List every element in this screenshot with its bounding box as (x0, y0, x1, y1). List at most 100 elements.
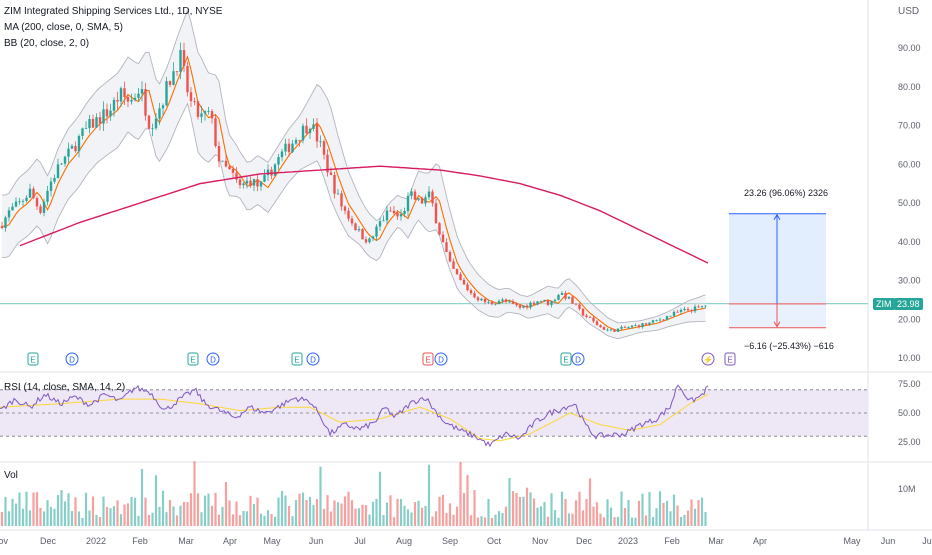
volume-bar (231, 514, 235, 526)
candle-body (469, 290, 473, 294)
volume-bar (700, 497, 704, 526)
candle-body (508, 301, 511, 303)
volume-bar (697, 500, 700, 526)
time-tick-label: Jun (881, 536, 896, 546)
volume-bar (308, 496, 312, 526)
price-tick-label: 50.00 (898, 198, 921, 208)
volume-bar (490, 517, 494, 526)
candle-body (102, 109, 105, 124)
event-marker-label: D (310, 356, 316, 365)
volume-bar (455, 506, 459, 526)
event-marker-dividend[interactable]: D (434, 352, 448, 366)
candle-body (571, 296, 574, 304)
event-marker-earnings[interactable]: E (27, 352, 39, 366)
volume-bar (536, 507, 539, 526)
event-marker-dividend[interactable]: D (306, 352, 320, 366)
event-marker-split[interactable]: ⚡ (701, 352, 715, 366)
event-marker-earnings[interactable]: E (560, 352, 572, 366)
volume-bar (634, 517, 637, 526)
time-tick-label: May (263, 536, 281, 546)
event-marker-earnings-miss[interactable]: E (422, 352, 434, 366)
candle-body (683, 308, 686, 310)
candle-body (182, 50, 186, 67)
candle-body (28, 188, 32, 198)
volume-bar (42, 511, 46, 526)
volume-bar (151, 512, 154, 526)
event-marker-shape (306, 352, 320, 366)
event-marker-dividend[interactable]: D (65, 352, 79, 366)
candle-body (56, 164, 60, 178)
volume-bar (557, 517, 560, 526)
volume-bar (571, 513, 574, 526)
volume-tick-label: 10M (898, 484, 916, 494)
volume-bar (63, 501, 67, 526)
candle-body (690, 310, 693, 312)
time-tick-label: Sep (442, 536, 458, 546)
candle-body (648, 322, 651, 325)
volume-bar (350, 500, 354, 526)
volume-bar (476, 517, 480, 526)
measure-tool[interactable] (729, 213, 826, 329)
candle-body (340, 193, 343, 207)
volume-bar (515, 492, 518, 526)
volume-bar (578, 491, 581, 526)
volume-bar (375, 498, 378, 526)
candle-body (413, 191, 417, 200)
volume-bar (518, 497, 522, 526)
volume-bar (553, 510, 557, 526)
volume-bar (599, 513, 602, 526)
candle-body (49, 181, 53, 191)
candle-body (350, 218, 354, 224)
candle-body (95, 117, 98, 128)
candle-body (396, 213, 399, 217)
event-markers[interactable]: E D E D E D E D E D ⚡ E (27, 352, 736, 366)
event-marker-earnings[interactable]: E (187, 352, 199, 366)
volume-bar (126, 503, 130, 526)
event-marker-label: E (425, 356, 430, 365)
event-marker-earnings-upcoming[interactable]: E (724, 352, 736, 366)
volume-bar (158, 506, 161, 526)
ma-legend: MA (200, close, 0, SMA, 5) (4, 22, 123, 33)
volume-bar (322, 508, 326, 526)
candle-body (354, 223, 357, 231)
volume-bar (214, 492, 217, 526)
volume-bar (504, 506, 508, 526)
candle-body (32, 188, 35, 199)
event-marker-shape (291, 352, 303, 366)
price-tick-label: 90.00 (898, 43, 921, 53)
volume-bar (228, 500, 231, 526)
volume-bar (18, 492, 21, 526)
candle-body (322, 141, 326, 155)
volume-bar (333, 500, 336, 526)
volume-bar (84, 492, 88, 526)
event-marker-dividend[interactable]: D (206, 352, 220, 366)
candle-body (399, 214, 403, 217)
volume-bar (294, 500, 298, 526)
volume-bar (522, 496, 525, 526)
candle-body (158, 108, 161, 119)
volume-bar (133, 497, 137, 526)
event-marker-dividend[interactable]: D (571, 352, 585, 366)
candle-body (130, 99, 133, 102)
volume-bar (235, 501, 238, 526)
volume-bar (182, 501, 186, 526)
candle-body (333, 174, 336, 194)
candle-body (161, 105, 165, 109)
time-tick-label: 2023 (618, 536, 638, 546)
event-marker-earnings[interactable]: E (291, 352, 303, 366)
price-tick-label: 40.00 (898, 237, 921, 247)
bb-legend: BB (20, close, 2, 0) (4, 38, 90, 49)
volume-bar (284, 495, 287, 526)
event-marker-label: D (69, 356, 75, 365)
last-price-tag: 23.98 (894, 298, 923, 310)
volume-bar (46, 500, 49, 526)
candle-body (665, 316, 669, 320)
candle-body (501, 299, 504, 302)
volume-bar (193, 461, 196, 526)
volume-bar (77, 511, 81, 526)
volume-bar (543, 501, 546, 526)
volume-bar (630, 517, 634, 526)
event-marker-label: D (575, 356, 581, 365)
volume-bar (354, 508, 357, 526)
